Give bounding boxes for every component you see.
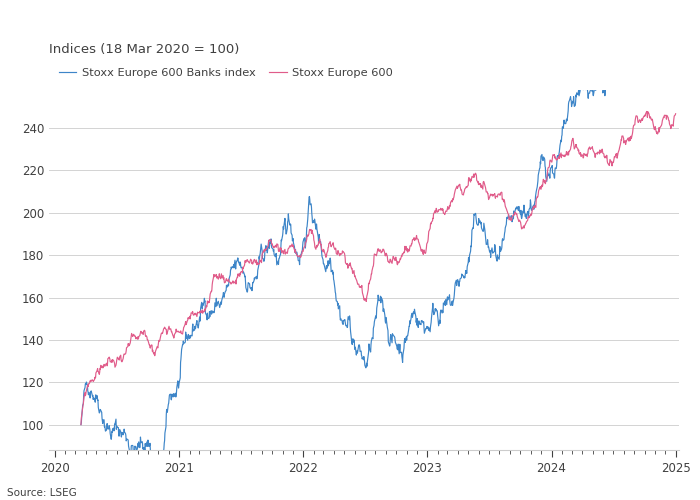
Line: Stoxx Europe 600: Stoxx Europe 600 <box>81 112 676 424</box>
Line: Stoxx Europe 600 Banks index: Stoxx Europe 600 Banks index <box>81 0 676 470</box>
Text: Source: LSEG: Source: LSEG <box>7 488 77 498</box>
Legend: Stoxx Europe 600 Banks index, Stoxx Europe 600: Stoxx Europe 600 Banks index, Stoxx Euro… <box>55 64 398 82</box>
Text: Indices (18 Mar 2020 = 100): Indices (18 Mar 2020 = 100) <box>49 43 239 56</box>
